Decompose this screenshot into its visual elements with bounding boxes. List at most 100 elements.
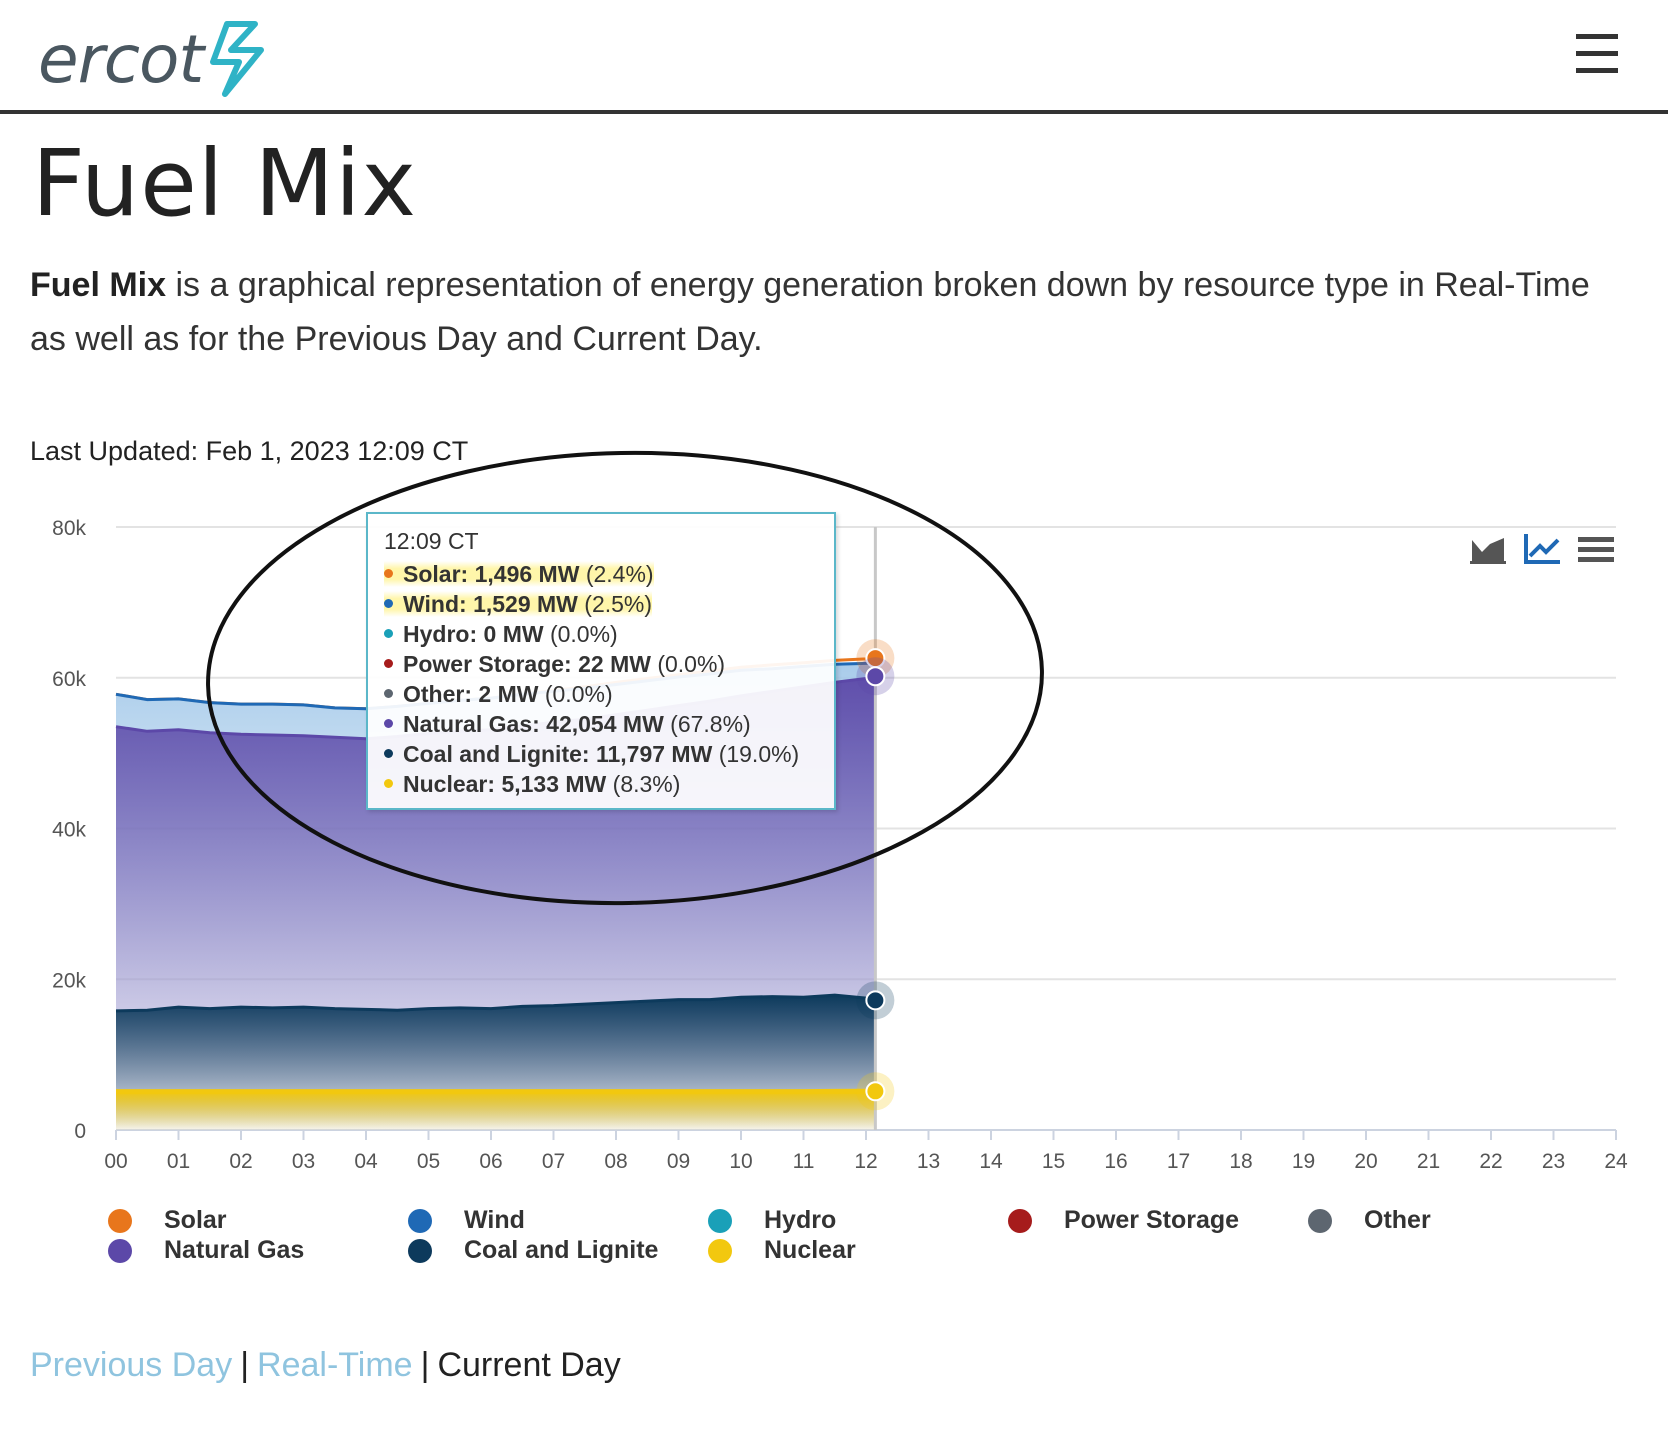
tooltip-series-pct: (2.4%) <box>585 561 654 587</box>
x-tick-label: 14 <box>979 1150 1003 1173</box>
tooltip-row: Solar: 1,496 MW (2.4%) <box>384 559 834 589</box>
legend-item[interactable]: Other <box>1308 1206 1431 1235</box>
legend-item[interactable]: Power Storage <box>1008 1206 1239 1235</box>
legend-item[interactable]: Hydro <box>708 1206 836 1235</box>
series-dot <box>384 689 393 699</box>
tooltip-colon: : <box>532 711 547 737</box>
x-tick-label: 10 <box>729 1150 752 1173</box>
x-tick-label: 19 <box>1292 1150 1315 1173</box>
tooltip-colon: : <box>564 651 579 677</box>
description-bold: Fuel Mix <box>30 266 167 304</box>
y-tick-label: 80k <box>52 517 86 540</box>
nuclear-area <box>116 1091 876 1130</box>
legend-dot <box>708 1208 732 1233</box>
tooltip-series-pct: (67.8%) <box>670 711 751 737</box>
nav-separator: | <box>240 1346 250 1384</box>
legend-item[interactable]: Solar <box>108 1206 227 1235</box>
tooltip-entry: Nuclear: 5,133 MW (8.3%) <box>384 771 680 797</box>
real-time-link[interactable]: Real-Time <box>257 1346 413 1384</box>
x-tick-label: 06 <box>479 1150 502 1173</box>
x-axis: 00 01 02 03 04 05 06 07 08 09 10 11 12 13 14 15 16 17 18 19… <box>104 1130 1628 1173</box>
legend-item[interactable]: Coal and Lignite <box>408 1236 658 1265</box>
previous-day-link[interactable]: Previous Day <box>30 1346 233 1384</box>
tooltip-row: Natural Gas: 42,054 MW (67.8%) <box>384 709 834 739</box>
tooltip-series-name: Other <box>403 681 465 707</box>
legend-item[interactable]: Natural Gas <box>108 1236 304 1265</box>
tooltip-row: Other: 2 MW (0.0%) <box>384 679 834 709</box>
page-title: Fuel Mix <box>32 130 417 237</box>
series-dot <box>384 719 393 729</box>
tooltip-series-name: Hydro <box>403 621 470 647</box>
tooltip-colon: : <box>464 681 479 707</box>
tooltip-colon: : <box>487 771 502 797</box>
tooltip-series-value: 0 MW <box>483 621 544 647</box>
series-dot <box>384 629 393 639</box>
tooltip-series-value: 42,054 MW <box>546 711 664 737</box>
x-tick-label: 20 <box>1354 1150 1377 1173</box>
series-dot <box>384 779 393 789</box>
legend-label: Natural Gas <box>164 1236 305 1264</box>
series-dot <box>384 659 393 669</box>
tooltip-series-pct: (8.3%) <box>612 771 681 797</box>
x-tick-label: 18 <box>1229 1150 1252 1173</box>
day-selector: Previous Day | Real-Time | Current Day <box>30 1346 621 1385</box>
legend-dot <box>1308 1208 1332 1233</box>
x-tick-label: 09 <box>667 1150 690 1173</box>
x-tick-label: 01 <box>167 1150 190 1173</box>
marker-point <box>865 990 886 1011</box>
area-chart-icon[interactable] <box>1470 534 1506 564</box>
tooltip-entry: Other: 2 MW (0.0%) <box>384 681 613 707</box>
tooltip-series-pct: (0.0%) <box>549 621 618 647</box>
y-tick-label: 60k <box>52 668 86 691</box>
marker-point <box>865 1081 886 1102</box>
tooltip-series-value: 5,133 MW <box>501 771 607 797</box>
hamburger-menu-icon[interactable] <box>1576 34 1618 74</box>
logo-text: ercot <box>38 20 204 98</box>
x-tick-label: 15 <box>1042 1150 1065 1173</box>
x-tick-label: 07 <box>542 1150 565 1173</box>
coal-and-lignite-line <box>115 993 876 1013</box>
x-tick-label: 21 <box>1417 1150 1440 1173</box>
legend-dot <box>108 1238 132 1263</box>
chart-tooltip: 12:09 CT Solar: 1,496 MW (2.4%) Wind: 1,5… <box>366 512 836 810</box>
y-tick-label: 40k <box>52 819 86 842</box>
series-dot <box>384 569 393 579</box>
x-tick-label: 00 <box>104 1150 127 1173</box>
x-tick-label: 02 <box>229 1150 252 1173</box>
legend-label: Power Storage <box>1064 1206 1240 1234</box>
series-dot <box>384 599 393 609</box>
line-chart-icon[interactable] <box>1524 534 1560 564</box>
y-axis: 0 20k 40k 60k 80k <box>52 517 86 1143</box>
legend-item[interactable]: Nuclear <box>708 1236 856 1265</box>
last-updated: Last Updated: Feb 1, 2023 12:09 CT <box>30 436 469 466</box>
legend-label: Other <box>1364 1206 1431 1234</box>
x-tick-label: 04 <box>354 1150 378 1173</box>
chart-menu-icon[interactable] <box>1578 534 1614 564</box>
tooltip-series-value: 11,797 MW <box>595 741 713 767</box>
tooltip-entry: Power Storage: 22 MW (0.0%) <box>384 651 725 677</box>
x-tick-label: 11 <box>793 1150 815 1173</box>
tooltip-series-name: Nuclear <box>403 771 488 797</box>
tooltip-series-value: 2 MW <box>478 681 539 707</box>
tooltip-series-pct: (2.5%) <box>584 591 653 617</box>
legend-label: Wind <box>464 1206 525 1234</box>
series-dot <box>384 749 393 759</box>
x-tick-label: 24 <box>1604 1150 1628 1173</box>
y-tick-label: 0 <box>74 1120 86 1143</box>
legend-dot <box>708 1238 732 1263</box>
current-day-label: Current Day <box>437 1346 621 1384</box>
x-tick-label: 12 <box>854 1150 877 1173</box>
x-tick-label: 16 <box>1104 1150 1127 1173</box>
tooltip-entry: Solar: 1,496 MW (2.4%) <box>384 561 654 587</box>
tooltip-row: Wind: 1,529 MW (2.5%) <box>384 589 834 619</box>
marker-point <box>865 666 886 687</box>
legend-dot <box>408 1208 432 1233</box>
tooltip-series-name: Power Storage <box>403 651 565 677</box>
site-header: ercot <box>0 0 1668 114</box>
x-tick-label: 08 <box>604 1150 627 1173</box>
legend-dot <box>408 1238 432 1263</box>
legend-item[interactable]: Wind <box>408 1206 525 1235</box>
ercot-logo[interactable]: ercot <box>38 14 271 104</box>
description-text: is a graphical representation of energy … <box>30 266 1590 358</box>
lightning-bolt-icon <box>210 21 265 97</box>
